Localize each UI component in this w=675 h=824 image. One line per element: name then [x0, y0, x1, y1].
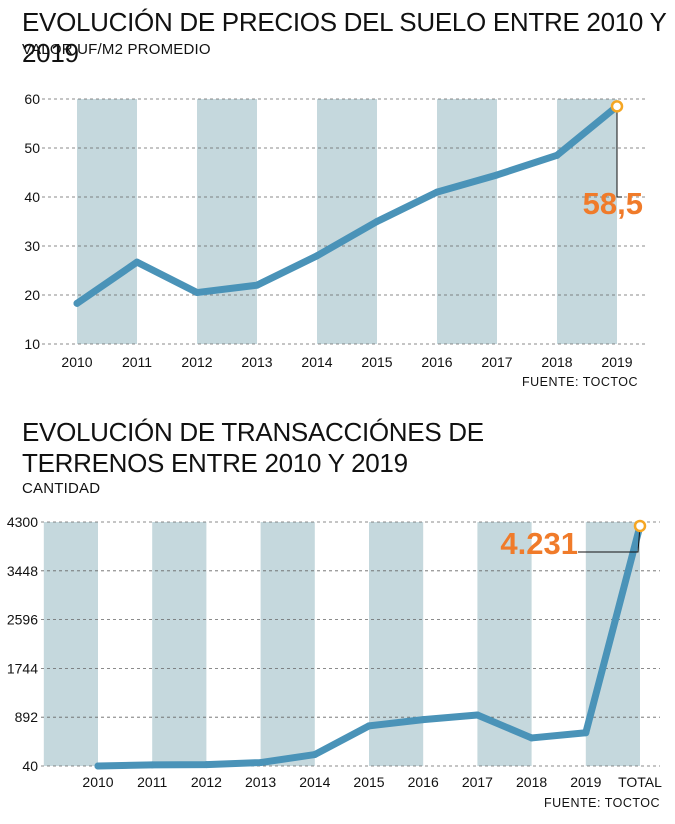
- x-tick-label: 2011: [137, 774, 167, 790]
- y-tick-label: 60: [24, 91, 40, 107]
- data-point: [73, 299, 81, 307]
- x-tick-label: 2013: [245, 774, 276, 790]
- data-point: [473, 711, 481, 719]
- x-tick-label: 2012: [181, 354, 212, 370]
- chart1-subtitle: VALOR UF/M2 PROMEDIO: [22, 41, 211, 58]
- y-tick-label: 20: [24, 287, 40, 303]
- x-tick-label: 2015: [353, 774, 384, 790]
- data-point: [433, 188, 441, 196]
- chart2-title-line1: EVOLUCIÓN DE TRANSACCIÓNES DE: [22, 417, 484, 447]
- callout-leader: [578, 525, 641, 553]
- y-tick-label: 3448: [7, 563, 38, 579]
- chart1-band: [557, 99, 617, 344]
- x-tick-label: 2012: [191, 774, 222, 790]
- chart1-band: [77, 99, 137, 344]
- callout-leader: [616, 106, 622, 198]
- data-point: [365, 722, 373, 730]
- x-tick-label: 2017: [481, 354, 512, 370]
- chart2-band: [260, 522, 315, 766]
- x-tick-label: 2014: [299, 774, 330, 790]
- data-point: [202, 761, 210, 769]
- callout-value: 4.231: [500, 526, 578, 561]
- x-tick-label: 2019: [570, 774, 601, 790]
- chart1-band: [197, 99, 257, 344]
- x-tick-label: TOTAL: [618, 774, 662, 790]
- x-tick-label: 2016: [408, 774, 439, 790]
- data-point: [94, 762, 102, 770]
- x-tick-label: 2018: [541, 354, 572, 370]
- y-tick-label: 892: [15, 709, 39, 725]
- chart2-subtitle: CANTIDAD: [22, 480, 101, 497]
- x-tick-label: 2011: [122, 354, 152, 370]
- chart1-band: [317, 99, 377, 344]
- data-point: [257, 759, 265, 767]
- chart2-source: FUENTE: TOCTOC: [544, 796, 661, 810]
- y-tick-label: 1744: [7, 660, 38, 676]
- x-tick-label: 2013: [241, 354, 272, 370]
- y-tick-label: 4300: [7, 514, 38, 530]
- y-tick-label: 40: [22, 758, 38, 774]
- y-tick-label: 40: [24, 189, 40, 205]
- data-point: [148, 761, 156, 769]
- y-tick-label: 10: [24, 336, 40, 352]
- chart2-band: [43, 522, 98, 766]
- y-tick-label: 50: [24, 140, 40, 156]
- x-tick-label: 2018: [516, 774, 547, 790]
- x-tick-label: 2015: [361, 354, 392, 370]
- highlight-marker: [610, 100, 624, 113]
- highlight-marker: [633, 519, 647, 533]
- chart2-title-line2: TERRENOS ENTRE 2010 Y 2019: [22, 448, 408, 478]
- x-tick-label: 2019: [601, 354, 632, 370]
- data-point: [493, 171, 501, 179]
- data-point: [582, 729, 590, 737]
- chart2-band: [152, 522, 207, 766]
- data-point: [311, 751, 319, 759]
- data-point: [528, 734, 536, 742]
- data-point: [373, 218, 381, 225]
- data-point: [253, 281, 261, 289]
- x-tick-label: 2010: [61, 354, 92, 370]
- chart1-source: FUENTE: TOCTOC: [522, 375, 639, 389]
- data-point: [419, 716, 427, 724]
- y-tick-label: 30: [24, 238, 40, 254]
- data-point: [553, 151, 561, 159]
- chart2-band: [369, 522, 424, 766]
- data-point: [193, 289, 201, 297]
- x-tick-label: 2014: [301, 354, 332, 370]
- data-point: [133, 258, 141, 266]
- x-tick-label: 2010: [82, 774, 113, 790]
- chart1-title: EVOLUCIÓN DE PRECIOS DEL SUELO ENTRE 201…: [22, 7, 667, 68]
- data-point: [313, 252, 321, 260]
- x-tick-label: 2017: [462, 774, 493, 790]
- x-tick-label: 2016: [421, 354, 452, 370]
- y-tick-label: 2596: [7, 612, 38, 628]
- callout-value: 58,5: [583, 186, 643, 221]
- chart1-band: [437, 99, 497, 344]
- series-line: [73, 102, 621, 307]
